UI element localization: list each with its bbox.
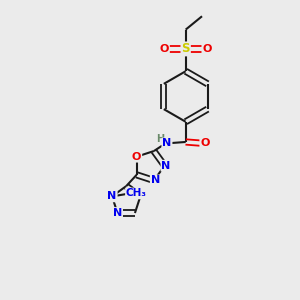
Text: O: O [200,139,210,148]
Text: N: N [161,161,171,171]
Text: O: O [202,44,212,54]
Text: N: N [107,191,117,201]
Text: N: N [162,139,172,148]
Text: CH₃: CH₃ [126,188,147,198]
Text: N: N [151,176,160,185]
Text: O: O [132,152,141,162]
Text: S: S [182,42,190,56]
Text: O: O [160,44,169,54]
Text: H: H [156,134,164,144]
Text: N: N [113,208,122,218]
